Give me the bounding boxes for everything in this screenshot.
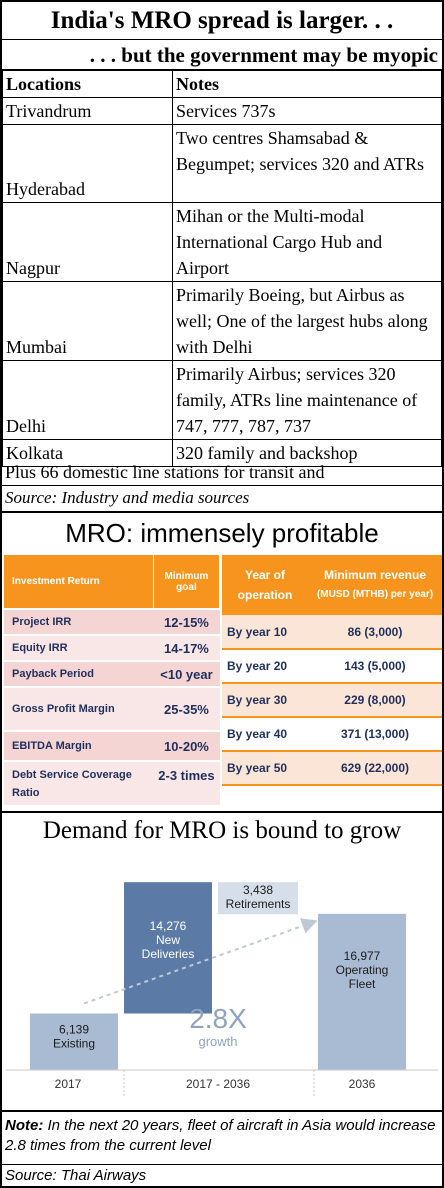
data-label-existing: 6,139 Existing bbox=[53, 1023, 95, 1051]
profitable-title: MRO: immensely profitable bbox=[65, 518, 379, 548]
x-tick-label: 2017 bbox=[55, 1077, 82, 1091]
revenue-header-label: Minimum revenue bbox=[323, 568, 427, 582]
revenue-year: By year 20 bbox=[222, 649, 308, 684]
investment-return-table: Investment Return Minimum goal Project I… bbox=[4, 555, 221, 805]
note-label: Note: bbox=[5, 1117, 44, 1134]
revenue-value: 143 (5,000) bbox=[308, 649, 442, 684]
table-row: Debt Service Coverage Ratio 2-3 times bbox=[4, 760, 220, 805]
table-row: By year 40 371 (13,000) bbox=[222, 717, 442, 752]
revenue-year: By year 30 bbox=[222, 683, 308, 718]
investment-goal: 25-35% bbox=[153, 686, 220, 731]
bar-operating-fleet bbox=[318, 913, 406, 1070]
table-row: Nagpur Mihan or the Multi-modal Internat… bbox=[2, 202, 442, 282]
fleet-chart: 6,139 Existing 14,276 New Deliveries 3,438 Ret… bbox=[2, 848, 442, 1110]
revenue-year: By year 10 bbox=[222, 615, 308, 650]
investment-goal: <10 year bbox=[153, 660, 220, 687]
table-row: Payback Period <10 year bbox=[4, 660, 220, 687]
notes-cell: Two centres Shamsabad & Begumpet; servic… bbox=[172, 124, 442, 203]
page-subtitle: . . . but the government may be myopic bbox=[2, 40, 442, 70]
growth-arrow bbox=[83, 918, 318, 1005]
table-row: By year 10 86 (3,000) bbox=[222, 615, 442, 650]
demand-title: Demand for MRO is bound to grow bbox=[42, 817, 402, 844]
table-row: Kolkata 320 family and backshop bbox=[2, 439, 442, 467]
investment-goal: 14-17% bbox=[153, 634, 220, 661]
location-cell: Nagpur bbox=[2, 202, 173, 282]
table-row: Equity IRR 14-17% bbox=[4, 634, 220, 661]
revenue-header: Minimum revenue (MUSD (MTHB) per year) bbox=[308, 555, 442, 615]
table-row: By year 50 629 (22,000) bbox=[222, 751, 442, 786]
investment-goal: 10-20% bbox=[153, 730, 220, 761]
location-cell: Trivandrum bbox=[2, 97, 173, 125]
bar-existing bbox=[30, 1013, 118, 1070]
minimum-revenue-table: Year of operation Minimum revenue (MUSD … bbox=[222, 555, 442, 786]
table-row: Delhi Primarily Airbus; services 320 fam… bbox=[2, 360, 442, 440]
table-footer-note: Plus 66 domestic line stations for trans… bbox=[2, 459, 442, 486]
table-row: EBITDA Margin 10-20% bbox=[4, 730, 220, 761]
investment-goal: 2-3 times bbox=[153, 760, 220, 805]
investment-goal: 12-15% bbox=[153, 608, 220, 635]
location-cell: Mumbai bbox=[2, 281, 173, 361]
table-row: Hyderabad Two centres Shamsabad & Begump… bbox=[2, 124, 442, 203]
location-cell: Kolkata bbox=[2, 439, 173, 467]
column-header-notes: Notes bbox=[172, 70, 442, 98]
source-industry: Source: Industry and media sources bbox=[5, 488, 250, 507]
investment-label: EBITDA Margin bbox=[4, 730, 154, 761]
note-text: In the next 20 years, fleet of aircraft … bbox=[5, 1117, 436, 1154]
data-label-new-deliveries: 14,276 New Deliveries bbox=[142, 919, 195, 961]
investment-label: Debt Service Coverage Ratio bbox=[4, 760, 154, 805]
location-cell: Delhi bbox=[2, 360, 173, 440]
bar-new-deliveries bbox=[124, 882, 212, 1014]
x-tick-label: 2017 - 2036 bbox=[186, 1077, 250, 1091]
bar-retirements bbox=[218, 882, 298, 915]
revenue-value: 86 (3,000) bbox=[308, 615, 442, 650]
notes-cell: Primarily Boeing, but Airbus as well; On… bbox=[172, 281, 442, 361]
page-title: India's MRO spread is larger. . . bbox=[2, 2, 442, 40]
fleet-chart-svg: 6,139 Existing 14,276 New Deliveries 3,438 Ret… bbox=[6, 882, 438, 1098]
growth-label: 2.8X bbox=[189, 1003, 247, 1034]
investment-label: Project IRR bbox=[4, 608, 154, 635]
profitable-section: MRO: immensely profitable Investment Ret… bbox=[2, 511, 442, 813]
data-label-operating-fleet: 16,977 Operating Fleet bbox=[336, 949, 389, 991]
investment-label: Payback Period bbox=[4, 660, 154, 687]
revenue-value: 371 (13,000) bbox=[308, 717, 442, 752]
year-header: Year of operation bbox=[222, 555, 308, 615]
locations-table: Locations Notes Trivandrum Services 737s… bbox=[2, 70, 442, 467]
notes-cell: Primarily Airbus; services 320 family, A… bbox=[172, 360, 442, 440]
revenue-year: By year 40 bbox=[222, 717, 308, 752]
minimum-goal-header: Minimum goal bbox=[153, 555, 221, 609]
note-block: Note: In the next 20 years, fleet of air… bbox=[2, 1110, 442, 1164]
investment-label: Gross Profit Margin bbox=[4, 686, 154, 731]
investment-header: Investment Return bbox=[4, 555, 154, 609]
data-label-retirements: 3,438 Retirements bbox=[226, 883, 291, 911]
revenue-header-unit: (MUSD (MTHB) per year) bbox=[316, 589, 434, 600]
table-row: Mumbai Primarily Boeing, but Airbus as w… bbox=[2, 281, 442, 361]
source-thai-airways: Source: Thai Airways bbox=[2, 1164, 442, 1186]
x-tick-label: 2036 bbox=[349, 1077, 376, 1091]
revenue-value: 629 (22,000) bbox=[308, 751, 442, 786]
table-row: Project IRR 12-15% bbox=[4, 608, 220, 635]
notes-cell: 320 family and backshop bbox=[172, 439, 442, 467]
revenue-value: 229 (8,000) bbox=[308, 683, 442, 718]
notes-cell: Mihan or the Multi-modal International C… bbox=[172, 202, 442, 282]
revenue-year: By year 50 bbox=[222, 751, 308, 786]
table-row: By year 30 229 (8,000) bbox=[222, 683, 442, 718]
location-cell: Hyderabad bbox=[2, 124, 173, 203]
column-header-locations: Locations bbox=[2, 70, 173, 98]
table-row: Gross Profit Margin 25-35% bbox=[4, 686, 220, 731]
table-row: By year 20 143 (5,000) bbox=[222, 649, 442, 684]
growth-sub-label: growth bbox=[198, 1034, 237, 1049]
table-row: Trivandrum Services 737s bbox=[2, 97, 442, 125]
table-header-row: Locations Notes bbox=[2, 70, 442, 98]
notes-cell: Services 737s bbox=[172, 97, 442, 125]
investment-label: Equity IRR bbox=[4, 634, 154, 661]
